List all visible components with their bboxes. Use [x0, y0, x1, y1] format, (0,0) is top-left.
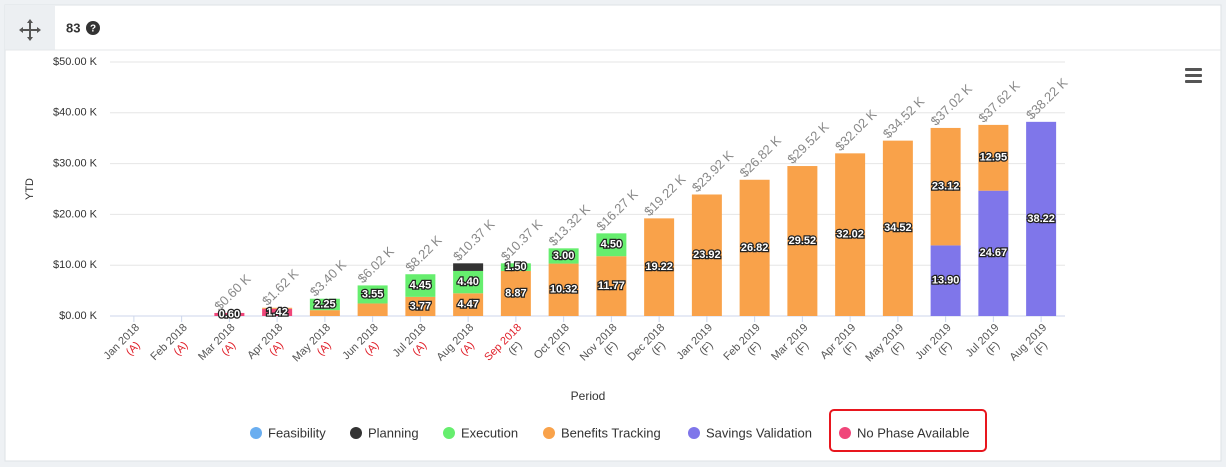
- bar-segment: [262, 307, 293, 309]
- card: [4, 4, 1222, 462]
- bar-segment: [978, 124, 1009, 191]
- legend-label: No Phase Available: [857, 425, 970, 440]
- bar-segment: [500, 270, 531, 316]
- bar-segment: [930, 127, 961, 246]
- data-label: 13.90: [932, 275, 960, 287]
- legend-swatch: [250, 427, 262, 439]
- y-tick-label: $20.00 K: [53, 208, 98, 220]
- data-label: 4.47: [457, 299, 478, 311]
- data-label: 23.92: [693, 249, 721, 261]
- bar-segment: [548, 248, 579, 264]
- data-label: 29.52: [789, 235, 817, 247]
- data-label: 2.25: [314, 298, 335, 310]
- data-label: 8.87: [505, 287, 526, 299]
- data-label: 3.00: [553, 250, 574, 262]
- bar-segment: [405, 274, 436, 297]
- bar-segment: [644, 218, 675, 316]
- y-tick-label: $10.00 K: [53, 259, 98, 271]
- legend-label: Feasibility: [268, 425, 326, 440]
- highlight-box: [829, 409, 987, 452]
- bar-segment: [309, 298, 340, 311]
- bar-segment: [739, 179, 770, 316]
- legend-swatch: [350, 427, 362, 439]
- legend-label: Savings Validation: [706, 425, 812, 440]
- data-label: 24.67: [980, 247, 1008, 259]
- bar-segment: [596, 256, 627, 316]
- bar-segment: [309, 310, 340, 316]
- bar-segment: [930, 245, 961, 316]
- data-label: 4.45: [410, 279, 431, 291]
- data-label: 3.77: [410, 300, 431, 312]
- help-glyph: ?: [90, 24, 96, 35]
- data-label: 1.42: [266, 306, 287, 318]
- bar-segment: [882, 140, 913, 316]
- data-label: 34.52: [884, 222, 912, 234]
- bar-segment: [1026, 121, 1057, 316]
- bar-segment: [357, 303, 388, 316]
- bar-segment: [978, 190, 1009, 316]
- data-label: 19.22: [645, 261, 673, 273]
- bar-segment: [214, 312, 245, 316]
- bar-segment: [596, 233, 627, 257]
- legend-swatch: [543, 427, 555, 439]
- bar-segment: [357, 285, 388, 304]
- move-icon: [19, 19, 41, 41]
- data-label: 10.32: [550, 284, 578, 296]
- data-label: 32.02: [836, 229, 864, 241]
- data-label: 11.77: [598, 280, 625, 292]
- legend-label: Planning: [368, 425, 419, 440]
- legend-label: Execution: [461, 425, 518, 440]
- data-label: 12.95: [980, 152, 1008, 164]
- data-label: 3.55: [362, 288, 383, 300]
- data-label: 26.82: [741, 242, 769, 254]
- data-label: 0.60: [219, 308, 240, 320]
- bar-segment: [548, 263, 579, 316]
- legend-label: Benefits Tracking: [561, 425, 661, 440]
- y-tick-label: $0.00 K: [59, 310, 98, 322]
- help-icon[interactable]: [86, 21, 100, 35]
- legend-swatch: [443, 427, 455, 439]
- bar-segment: [500, 263, 531, 271]
- y-tick-label: $50.00 K: [53, 56, 98, 68]
- y-axis-label: YTD: [24, 178, 36, 200]
- legend-swatch: [839, 427, 851, 439]
- data-label: 23.12: [932, 181, 960, 193]
- bar-segment: [262, 308, 293, 316]
- menu-icon[interactable]: [1185, 68, 1202, 83]
- data-label: 4.40: [457, 276, 478, 288]
- data-label: 38.22: [1027, 213, 1055, 225]
- data-label: 4.50: [601, 239, 622, 251]
- bar-segment: [787, 166, 818, 316]
- bar-segment: [453, 270, 484, 294]
- bar-segment: [453, 293, 484, 316]
- bar-segment: [835, 153, 866, 316]
- header-count: 83: [66, 20, 80, 35]
- bar-segment: [405, 296, 436, 316]
- y-tick-label: $40.00 K: [53, 107, 98, 119]
- bar-segment: [691, 194, 722, 316]
- bar-segment: [453, 263, 484, 271]
- legend-swatch: [688, 427, 700, 439]
- x-axis-label: Period: [571, 389, 606, 403]
- y-tick-label: $30.00 K: [53, 158, 98, 170]
- data-label: 1.50: [505, 261, 526, 273]
